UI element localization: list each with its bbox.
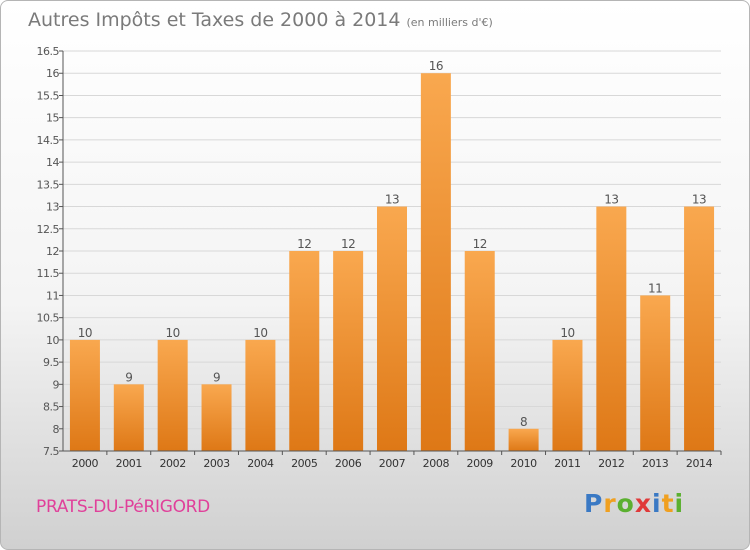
x-tick-label-2009: 2009 — [467, 457, 494, 470]
x-tick-label-2001: 2001 — [116, 457, 142, 470]
value-label-2012: 13 — [604, 193, 618, 207]
bar-2000 — [69, 339, 100, 451]
y-tick-label: 8 — [53, 423, 60, 436]
value-label-2001: 9 — [125, 370, 132, 384]
value-label-2000: 10 — [78, 326, 92, 340]
y-tick-label: 15.5 — [37, 89, 60, 102]
logo-letter: i — [652, 489, 662, 518]
y-tick-label: 14 — [46, 156, 59, 169]
logo-letter: r — [603, 489, 617, 518]
y-tick-label: 10 — [46, 334, 59, 347]
bar-2010 — [508, 428, 539, 451]
bar-2011 — [552, 339, 583, 451]
y-tick-label: 11.5 — [37, 267, 60, 280]
value-label-2014: 13 — [692, 193, 706, 207]
value-label-2003: 9 — [213, 370, 220, 384]
y-tick-label: 13 — [46, 201, 59, 214]
logo-letter: x — [634, 489, 652, 518]
value-label-2007: 13 — [385, 193, 399, 207]
y-tick-label: 10.5 — [37, 312, 60, 325]
x-tick-label-2013: 2013 — [642, 457, 669, 470]
bar-2003 — [201, 384, 232, 451]
y-tick-label: 9.5 — [43, 356, 59, 369]
x-tick-label-2004: 2004 — [247, 457, 274, 470]
bar-2009 — [464, 251, 495, 451]
x-tick-label-2000: 2000 — [72, 457, 99, 470]
chart-title: Autres Impôts et Taxes de 2000 à 2014 (en… — [28, 9, 493, 31]
x-tick-label-2002: 2002 — [159, 457, 185, 470]
x-tick-label-2005: 2005 — [291, 457, 318, 470]
bar-2007 — [377, 206, 407, 451]
logo-letter: i — [674, 489, 685, 518]
chart-unit: (en milliers d'€) — [406, 16, 493, 29]
x-tick-label-2011: 2011 — [554, 457, 580, 470]
x-tick-label-2014: 2014 — [686, 457, 713, 470]
bar-2008 — [420, 73, 451, 451]
x-tick-label-2003: 2003 — [203, 457, 230, 470]
bar-2012 — [596, 206, 627, 451]
region-name: PRATS-DU-PéRIGORD — [36, 497, 210, 517]
y-tick-label: 14.5 — [37, 134, 60, 147]
bars: 10 9 10 9 10 12 12 13 16 12 8 10 13 11 13 — [69, 59, 715, 451]
y-tick-label: 8.5 — [43, 401, 59, 414]
y-tick-label: 12.5 — [37, 223, 60, 236]
value-label-2013: 11 — [648, 281, 662, 295]
y-tick-label: 13.5 — [37, 178, 60, 191]
y-tick-label: 7.5 — [43, 445, 59, 458]
value-label-2011: 10 — [560, 326, 574, 340]
x-tick-label-2010: 2010 — [510, 457, 537, 470]
y-tick-label: 9 — [53, 378, 60, 391]
y-tick-label: 16.5 — [37, 45, 60, 58]
chart-title-text: Autres Impôts et Taxes de 2000 à 2014 — [28, 9, 401, 31]
value-label-2010: 8 — [520, 415, 527, 429]
logo-letter: P — [584, 489, 604, 518]
value-label-2004: 10 — [253, 326, 267, 340]
value-label-2006: 12 — [341, 237, 355, 251]
bar-2001 — [113, 384, 144, 451]
x-tick-label-2006: 2006 — [335, 457, 362, 470]
y-tick-label: 15 — [46, 112, 59, 125]
logo-letter: t — [661, 489, 675, 518]
x-tick-label-2007: 2007 — [379, 457, 406, 470]
value-label-2008: 16 — [429, 59, 443, 73]
value-label-2005: 12 — [297, 237, 311, 251]
value-label-2009: 12 — [473, 237, 487, 251]
axes: 7.5 8 8.5 9 9.5 10 10.5 11 11.5 12 12.5 13 13.5 14 14.… — [37, 45, 722, 470]
value-label-2002: 10 — [166, 326, 180, 340]
y-tick-label: 16 — [46, 67, 59, 80]
proxiti-logo: Proxiti — [584, 489, 684, 518]
bar-2005 — [289, 251, 320, 451]
y-tick-label: 11 — [46, 289, 59, 302]
bar-2013 — [640, 295, 671, 451]
bar-2014 — [684, 206, 715, 451]
y-tick-label: 12 — [46, 245, 59, 258]
bar-2006 — [333, 251, 364, 451]
logo-letter: o — [616, 489, 635, 518]
x-tick-label-2008: 2008 — [423, 457, 450, 470]
bar-2004 — [245, 339, 276, 451]
x-tick-label-2012: 2012 — [598, 457, 624, 470]
bar-2002 — [157, 339, 188, 451]
